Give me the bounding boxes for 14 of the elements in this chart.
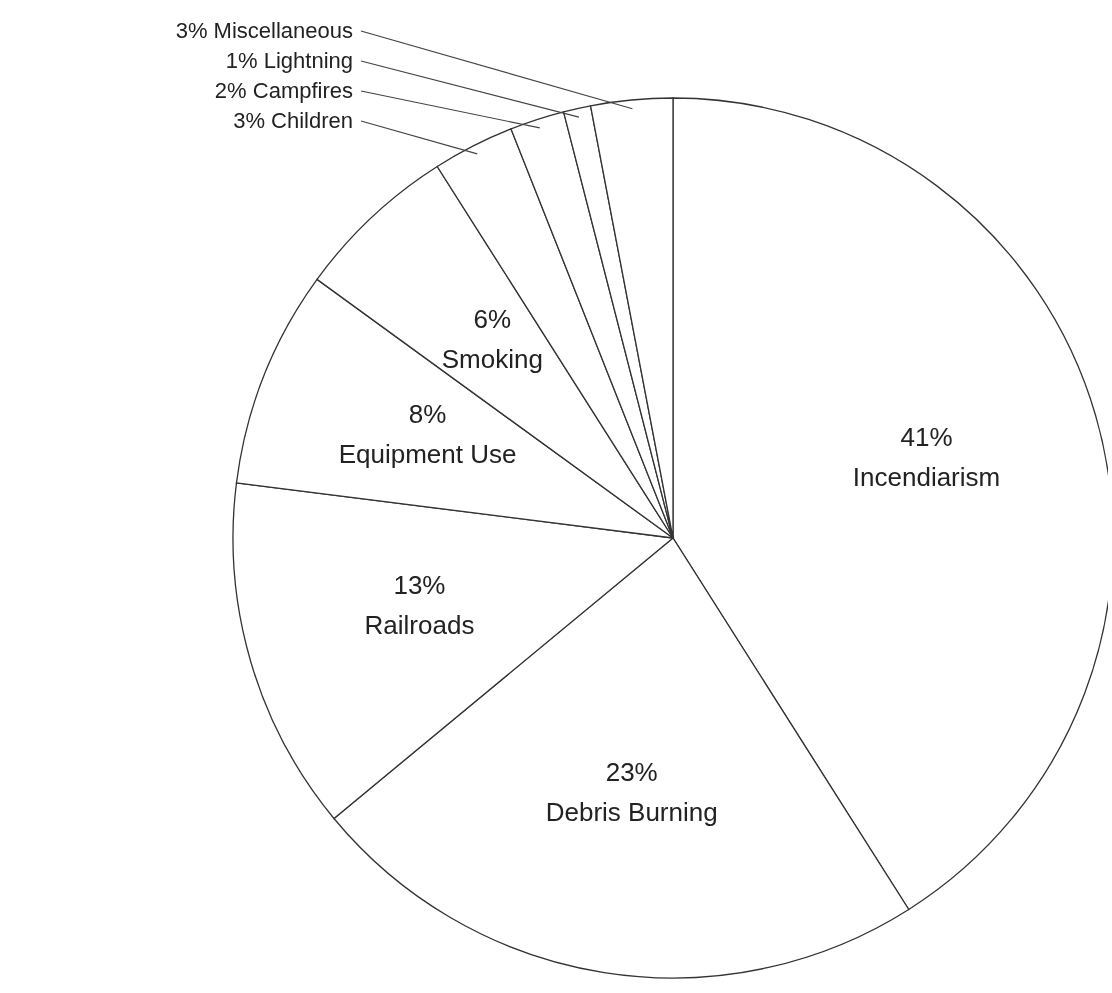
slice-label: Incendiarism [852, 462, 1001, 493]
slice-label: Railroads [364, 609, 475, 640]
slice-label: 3% Children [233, 108, 353, 133]
data-label: 23% [605, 756, 658, 787]
data-label: 8% [408, 398, 447, 429]
slice-label: Smoking [441, 343, 543, 374]
slice-label: 2% Campfires [214, 78, 353, 103]
slice-label: 1% Lightning [225, 48, 353, 73]
data-label: 13% [393, 569, 446, 600]
slice-label: Debris Burning [545, 796, 718, 827]
data-label: 41% [900, 422, 953, 453]
slice-label: Equipment Use [338, 438, 517, 469]
slice-label: 3% Miscellaneous [175, 18, 353, 43]
data-label: 6% [473, 303, 512, 334]
